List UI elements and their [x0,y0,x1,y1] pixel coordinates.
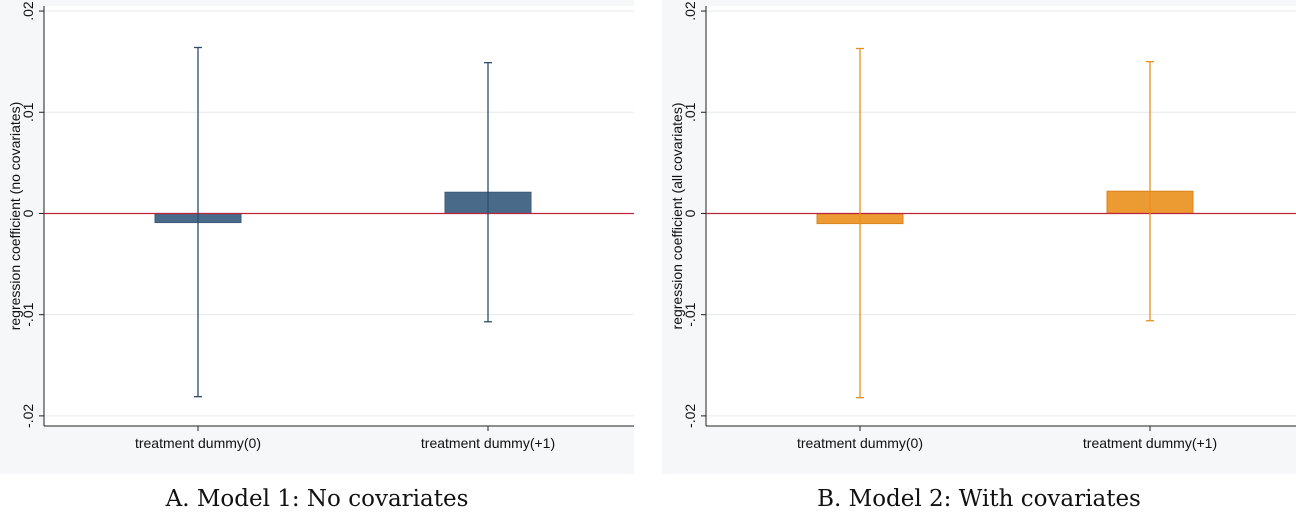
y-tick-label-1: -.01 [682,302,698,326]
y-tick-label-2: 0 [20,209,36,217]
x-tick-label-1: treatment dummy(+1) [421,435,555,451]
x-tick-label-0: treatment dummy(0) [135,435,261,451]
y-tick-label-0: -.02 [682,404,698,428]
caption-b: B. Model 2: With covariates [817,486,1141,512]
y-tick-label-3: .01 [20,102,36,122]
y-tick-label-4: .02 [20,1,36,21]
panel-b: -.02 -.01 0 .01 .02 regression coefficient (a… [662,0,1296,474]
y-tick-label-0: -.02 [20,404,36,428]
chart-b: -.02 -.01 0 .01 .02 regression coefficient (a… [669,1,1296,451]
y-tick-label-3: .01 [682,102,698,122]
plot-area [44,6,634,426]
x-tick-label-0: treatment dummy(0) [797,435,923,451]
y-tick-label-1: -.01 [20,302,36,326]
plot-area [706,6,1296,426]
panel-a: -.02 -.01 0 .01 .02 regression coefficient (n… [0,0,634,474]
caption-a: A. Model 1: No covariates [165,486,469,512]
y-axis-label: regression coefficient (all covariates) [669,103,685,330]
x-tick-label-1: treatment dummy(+1) [1083,435,1217,451]
chart-a: -.02 -.01 0 .01 .02 regression coefficient (n… [7,1,634,451]
y-tick-label-2: 0 [682,209,698,217]
y-tick-label-4: .02 [682,1,698,21]
y-axis-label: regression coefficient (no covariates) [7,102,23,331]
